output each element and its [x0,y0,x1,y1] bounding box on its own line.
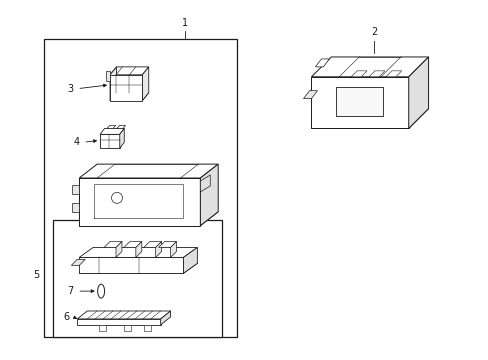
Polygon shape [77,311,170,319]
Polygon shape [350,71,366,77]
Polygon shape [71,260,85,265]
Polygon shape [123,325,131,331]
Polygon shape [183,247,197,273]
Polygon shape [158,242,176,247]
Polygon shape [311,57,427,77]
Polygon shape [100,129,124,134]
Polygon shape [120,129,124,148]
Polygon shape [143,325,150,331]
Polygon shape [123,242,142,247]
Polygon shape [110,67,148,75]
Polygon shape [336,87,382,117]
Polygon shape [408,57,427,129]
Polygon shape [79,178,200,226]
Polygon shape [100,134,120,148]
Text: 1: 1 [182,18,188,28]
Polygon shape [110,67,116,100]
Polygon shape [72,185,79,194]
Polygon shape [72,203,79,212]
Polygon shape [79,164,218,178]
Polygon shape [77,319,161,325]
Polygon shape [79,247,197,257]
Polygon shape [142,67,148,100]
Text: 2: 2 [370,27,376,37]
Bar [43,39,237,337]
Text: 7: 7 [67,286,73,296]
Text: 3: 3 [67,84,73,94]
Text: 6: 6 [63,312,69,322]
Polygon shape [161,311,170,325]
Polygon shape [368,71,384,77]
Ellipse shape [98,284,104,298]
Polygon shape [104,242,122,247]
Polygon shape [303,91,317,99]
Polygon shape [200,164,218,226]
Polygon shape [311,109,427,129]
Polygon shape [106,71,110,81]
Polygon shape [170,242,176,257]
Polygon shape [143,242,162,247]
Text: 5: 5 [33,270,40,280]
Polygon shape [79,264,197,273]
Polygon shape [155,242,162,257]
Polygon shape [79,212,218,226]
Polygon shape [116,242,122,257]
Polygon shape [110,93,148,100]
Polygon shape [200,175,210,192]
Polygon shape [79,257,183,273]
Polygon shape [99,325,106,331]
Polygon shape [311,77,408,129]
Polygon shape [315,59,328,67]
Polygon shape [385,71,401,77]
Polygon shape [136,242,142,257]
Bar [53,220,222,337]
Polygon shape [117,125,125,129]
Polygon shape [107,125,116,129]
Polygon shape [110,75,142,100]
Text: 4: 4 [73,137,79,147]
